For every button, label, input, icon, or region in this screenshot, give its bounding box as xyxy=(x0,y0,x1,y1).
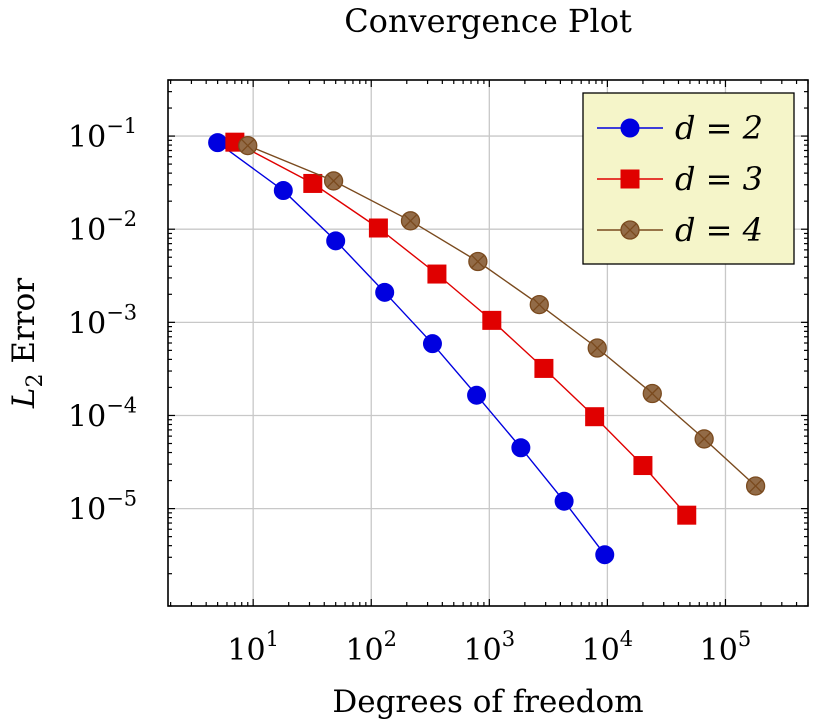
data-point xyxy=(595,545,615,565)
data-point xyxy=(694,429,714,449)
series-1 xyxy=(208,133,615,565)
plot-frame xyxy=(167,79,809,607)
data-point xyxy=(422,334,442,354)
legend-entry: d = 3 xyxy=(597,160,763,198)
y-tick-label: 10−5 xyxy=(68,487,137,528)
data-point xyxy=(677,505,697,525)
legend-label: d = 2 xyxy=(675,109,763,147)
data-point xyxy=(273,181,293,201)
data-point xyxy=(375,282,395,302)
data-point xyxy=(554,491,574,511)
series-line xyxy=(217,142,606,556)
chart-title: Convergence Plot xyxy=(344,2,632,40)
data-point xyxy=(238,135,258,156)
series-layer xyxy=(208,132,766,565)
data-point xyxy=(585,407,605,427)
data-point xyxy=(468,251,488,272)
legend-marker xyxy=(620,118,640,138)
y-tick-label: 10−4 xyxy=(68,393,137,434)
data-point xyxy=(400,211,421,231)
legend-entry: d = 2 xyxy=(597,109,763,147)
legend-label: d = 3 xyxy=(675,160,763,198)
legend: d = 2 d = 3 d = 4 xyxy=(582,92,795,265)
legend-label: d = 4 xyxy=(675,211,763,249)
data-point xyxy=(642,383,662,404)
data-point xyxy=(482,310,502,330)
legend-entry: d = 4 xyxy=(597,211,763,249)
x-tick-label: 104 xyxy=(582,627,634,668)
data-point xyxy=(323,171,344,191)
data-point xyxy=(368,218,388,238)
x-axis-label: Degrees of freedom xyxy=(332,684,643,720)
x-tick-label: 102 xyxy=(345,627,397,668)
y-axis-label: L2 Error xyxy=(6,278,48,409)
data-point xyxy=(745,476,766,496)
x-tick-label: 105 xyxy=(700,627,752,668)
x-tick-label: 101 xyxy=(227,627,279,668)
data-point xyxy=(587,338,607,358)
x-tick-label: 103 xyxy=(464,627,516,668)
data-point xyxy=(303,173,323,193)
data-point xyxy=(326,231,346,251)
legend-marker xyxy=(620,169,640,189)
legend-marker xyxy=(620,220,640,240)
y-tick-labels: 10−5 10−4 10−3 10−2 10−1 xyxy=(68,114,137,528)
y-tick-label: 10−3 xyxy=(68,300,137,341)
data-point xyxy=(633,456,653,476)
data-point xyxy=(534,358,554,378)
y-tick-label: 10−1 xyxy=(68,114,137,155)
data-point xyxy=(511,438,531,458)
data-point xyxy=(529,294,549,315)
data-point xyxy=(427,264,447,284)
data-point xyxy=(467,385,487,405)
series-2 xyxy=(225,132,697,525)
x-tick-labels: 101 102 103 104 105 xyxy=(227,627,751,668)
series-3 xyxy=(238,135,766,496)
data-point xyxy=(208,133,228,153)
y-tick-label: 10−2 xyxy=(68,207,137,248)
